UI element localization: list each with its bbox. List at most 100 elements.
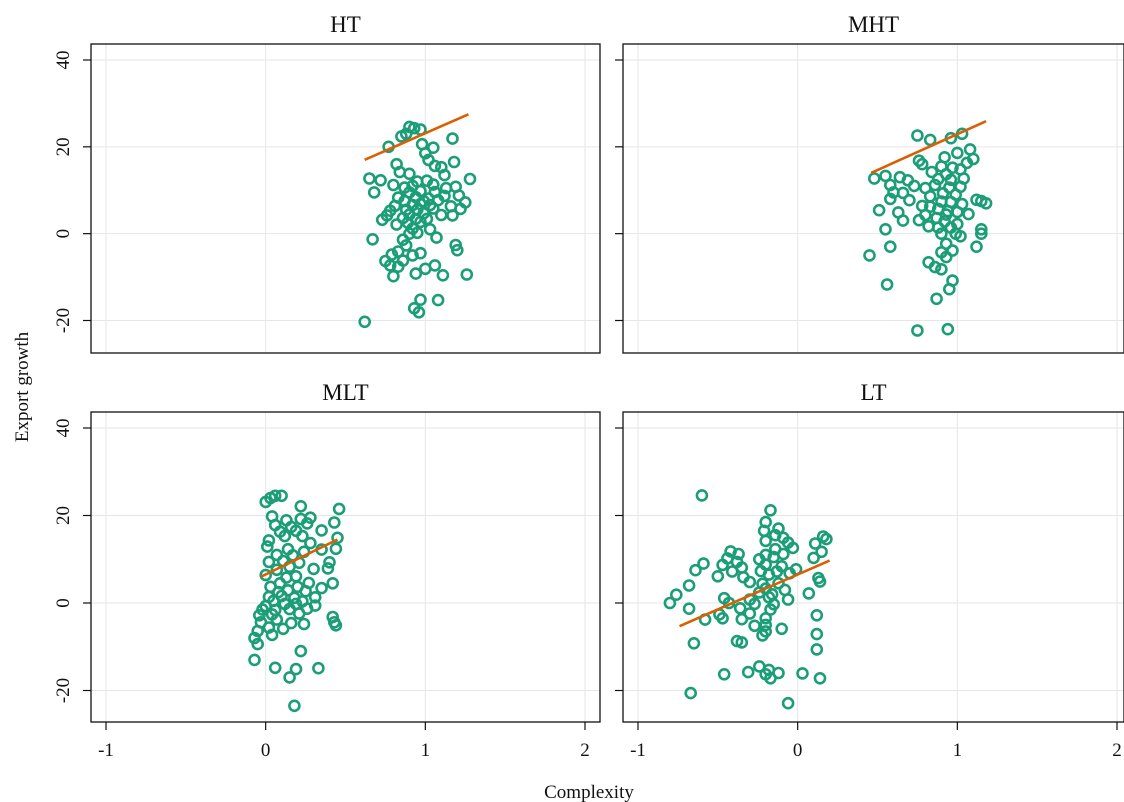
scatter-point [327,516,341,529]
scatter-point [248,631,261,645]
y-tick-label: 0 [53,229,74,239]
scatter-point [284,616,298,630]
scatter-point [414,293,427,307]
scatter-point [289,662,303,676]
scatter-point [414,215,427,229]
x-tick-label: 1 [421,740,431,761]
x-tick-label: 0 [793,740,803,761]
scatter-point [375,213,389,227]
scatter-point [265,628,279,642]
x-tick-label: 2 [580,740,590,761]
scatter-point [315,524,328,537]
scatter-point [406,249,419,262]
scatter-point [974,223,988,236]
scatter-point [270,563,284,577]
scatter-point [759,534,773,548]
scatter-point [764,671,777,685]
scatter-point [366,233,379,246]
scatter-point [813,671,827,685]
scatter-point [436,268,450,282]
scatter-point [418,147,432,160]
scatter-point [447,155,461,169]
y-tick-label: 40 [53,51,74,70]
scatter-point [412,305,426,319]
scatter-point [383,259,397,272]
y-tick-label: 20 [53,137,74,156]
panel-mlt: MLT -20 0 20 40 -1 0 1 2 [53,380,601,761]
fit-line [364,113,469,162]
scatter-point [428,159,442,173]
scatter-point [748,597,761,611]
points [863,127,993,337]
scatter-point [930,292,943,306]
scatter-point [329,542,343,556]
scatter-point [896,186,910,200]
scatter-point [463,172,477,186]
scatter-point [323,555,336,569]
scatter-point [428,259,442,272]
scatter-point [294,499,308,513]
scatter-point [863,249,876,262]
scatter-point [426,178,440,191]
scatter-point [872,203,886,217]
scatter-point [399,239,413,252]
scatter-point [810,627,824,641]
scatter-point [923,190,937,203]
x-tick-label: 0 [261,740,271,761]
scatter-point [431,293,445,307]
scatter-point [294,644,308,658]
scatter-point [810,608,824,622]
fit-line [678,559,831,628]
scatter-point [759,611,773,625]
scatter-point [276,622,290,636]
scatter-point [684,686,698,700]
scatter-point [460,268,474,281]
scatter-point [438,168,451,182]
scatter-point [796,667,809,680]
scatter-point [759,618,773,632]
scatter-point [820,532,833,546]
scatter-point [954,230,967,243]
scatter-point [689,563,702,577]
scatter-point [928,260,942,274]
scatter-point [391,245,405,258]
scatter-point [288,699,301,713]
scatter-point [387,178,400,192]
scatter-point [423,223,437,236]
scatter-point [283,602,296,616]
scatter-point [332,502,346,516]
scatter-point [296,529,309,543]
scatter-point [733,601,747,615]
panel-ht: HT -20 0 20 40 [53,12,601,354]
scatter-point [682,579,696,592]
panel-frame [622,43,1124,354]
scatter-point [939,208,953,221]
scatter-point [915,157,929,171]
scatter-point [810,643,824,656]
scatter-point [259,568,273,582]
scatter-point [268,661,282,675]
x-tick-label: 1 [953,740,963,761]
points [358,120,477,329]
scatter-point [270,613,284,626]
scatter-point [879,169,892,183]
scatter-point [262,534,276,547]
scatter-point [772,522,785,535]
scatter-point [950,146,964,160]
scatter-point [297,617,311,631]
scatter-point [748,619,761,633]
scatter-point [911,129,924,142]
scatter-point [941,322,955,336]
scatter-point [781,593,795,606]
scatter-point [251,637,265,651]
scatter-point [450,243,464,257]
scatter-point [251,624,265,638]
scatter-point [935,227,948,240]
y-axis-label: Export growth [12,331,33,442]
scatter-point [743,607,757,620]
scatter-point [970,240,983,253]
scatter-point [912,213,926,227]
scatter-point [807,551,820,565]
scatter-point [867,172,881,185]
